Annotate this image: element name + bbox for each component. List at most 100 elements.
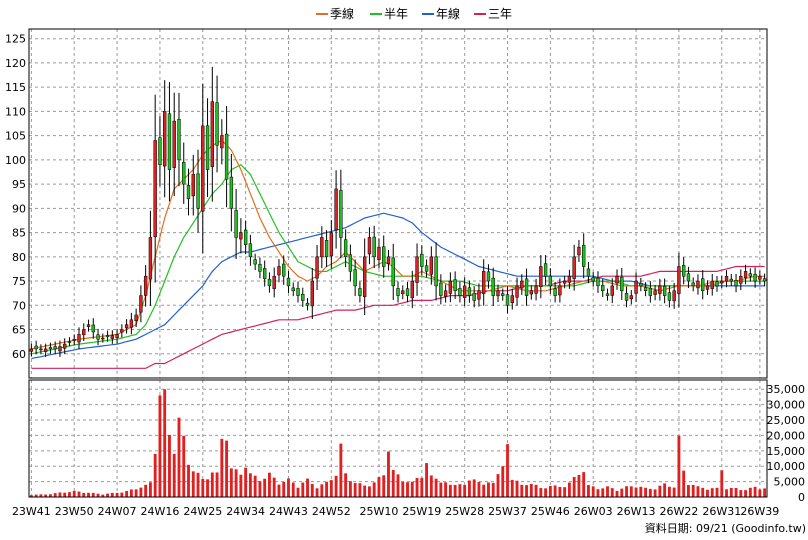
candle-body xyxy=(96,334,100,340)
x-tick-label: 24W16 xyxy=(140,505,179,518)
x-tick-label: 24W34 xyxy=(226,505,265,518)
candle-body xyxy=(634,280,638,294)
volume-bar xyxy=(572,477,576,497)
candle-body xyxy=(629,295,633,300)
volume-bar xyxy=(110,492,114,497)
price-grid xyxy=(29,29,767,378)
volume-bar xyxy=(401,481,405,497)
volume-tick-label: 35,000 xyxy=(767,383,806,396)
price-tick-label: 110 xyxy=(5,105,26,118)
volume-bar xyxy=(415,477,419,497)
volume-bar xyxy=(168,434,171,497)
candle-body xyxy=(263,268,267,279)
volume-bar xyxy=(491,482,495,497)
candle-body xyxy=(215,102,219,146)
volume-bar xyxy=(463,484,467,497)
price-axis-ticks: 60 65 70 75 80 85 90 95 100 105 110 115 120 125 xyxy=(5,33,26,361)
x-tick-label: 25W28 xyxy=(445,505,484,518)
volume-bar xyxy=(520,484,524,497)
x-tick-label: 24W07 xyxy=(98,505,137,518)
volume-bar xyxy=(58,492,62,497)
candle-body xyxy=(101,337,105,340)
volume-bar xyxy=(277,484,281,497)
volume-bar xyxy=(172,453,176,497)
volume-bar xyxy=(39,494,43,497)
candle-body xyxy=(105,335,110,338)
candle-body xyxy=(605,293,610,296)
candle-body xyxy=(82,329,86,336)
candle-body xyxy=(415,256,419,283)
candle-body xyxy=(705,285,710,290)
volume-bar xyxy=(96,493,100,497)
candle-body xyxy=(362,256,367,297)
candle-body xyxy=(624,293,629,301)
volume-bar xyxy=(391,469,395,497)
price-panel-frame xyxy=(28,28,768,379)
x-tick-label: 26W39 xyxy=(740,505,779,518)
candle-body xyxy=(91,324,95,333)
candle-body xyxy=(696,280,700,289)
volume-bar xyxy=(506,444,509,497)
volume-bar xyxy=(239,474,243,497)
candle-body xyxy=(743,271,748,278)
volume-bar xyxy=(539,488,543,497)
volume-bar xyxy=(610,488,614,497)
volume-tick-label: 20,000 xyxy=(767,429,806,442)
data-date-footer: 資料日期: 09/21 (Goodinfo.tw) xyxy=(645,521,806,535)
candle-body xyxy=(196,173,200,209)
x-tick-label: 23W50 xyxy=(55,505,94,518)
volume-bar xyxy=(153,453,157,497)
volume-bar xyxy=(406,482,409,497)
volume-bar xyxy=(687,485,690,497)
volume-bar xyxy=(44,494,48,497)
candle-body xyxy=(324,240,329,258)
volume-bar xyxy=(129,489,133,497)
candle-body xyxy=(648,287,653,296)
candle-body xyxy=(53,346,57,350)
candle-body xyxy=(358,288,362,296)
volume-bar xyxy=(487,482,490,497)
candle-body xyxy=(191,174,195,197)
candle-body xyxy=(677,266,681,294)
volume-bar xyxy=(634,487,638,497)
candle-body xyxy=(77,334,81,343)
candle-body xyxy=(143,275,148,296)
candle-body xyxy=(177,118,181,161)
volume-bar xyxy=(301,482,305,497)
x-tick-label: 26W03 xyxy=(574,505,613,518)
volume-bar xyxy=(82,492,86,497)
volume-bar xyxy=(567,482,571,497)
volume-tick-label: 5,000 xyxy=(774,476,806,489)
volume-bar xyxy=(420,477,424,497)
candle-body xyxy=(129,319,134,328)
candle-body xyxy=(305,302,310,306)
volume-bar xyxy=(334,475,338,497)
legend-label: 季線 xyxy=(330,6,354,21)
volume-bar xyxy=(529,483,533,497)
candle-body xyxy=(582,244,586,267)
volume-bar xyxy=(544,488,548,497)
volume-bar xyxy=(196,472,200,497)
candle-body xyxy=(729,278,733,282)
candle-body xyxy=(277,266,281,276)
volume-bar xyxy=(48,494,52,497)
volume-bar xyxy=(444,482,448,497)
volume-bar xyxy=(358,483,362,497)
candle-body xyxy=(210,101,214,167)
volume-bar xyxy=(29,495,33,497)
volume-bar xyxy=(125,490,129,497)
candle-body xyxy=(372,236,376,258)
candle-body xyxy=(496,290,500,297)
x-tick-label: 26W13 xyxy=(617,505,656,518)
candle-body xyxy=(48,347,53,350)
candle-body xyxy=(86,324,91,327)
candle-body xyxy=(734,280,738,287)
x-tick-label: 25W10 xyxy=(360,505,399,518)
volume-bar xyxy=(225,440,229,497)
candle-body xyxy=(301,293,305,301)
volume-bar xyxy=(496,474,500,497)
volume-bar xyxy=(615,490,619,497)
candle-body xyxy=(748,273,753,277)
price-tick-label: 95 xyxy=(12,178,26,191)
volume-bar xyxy=(201,478,205,497)
